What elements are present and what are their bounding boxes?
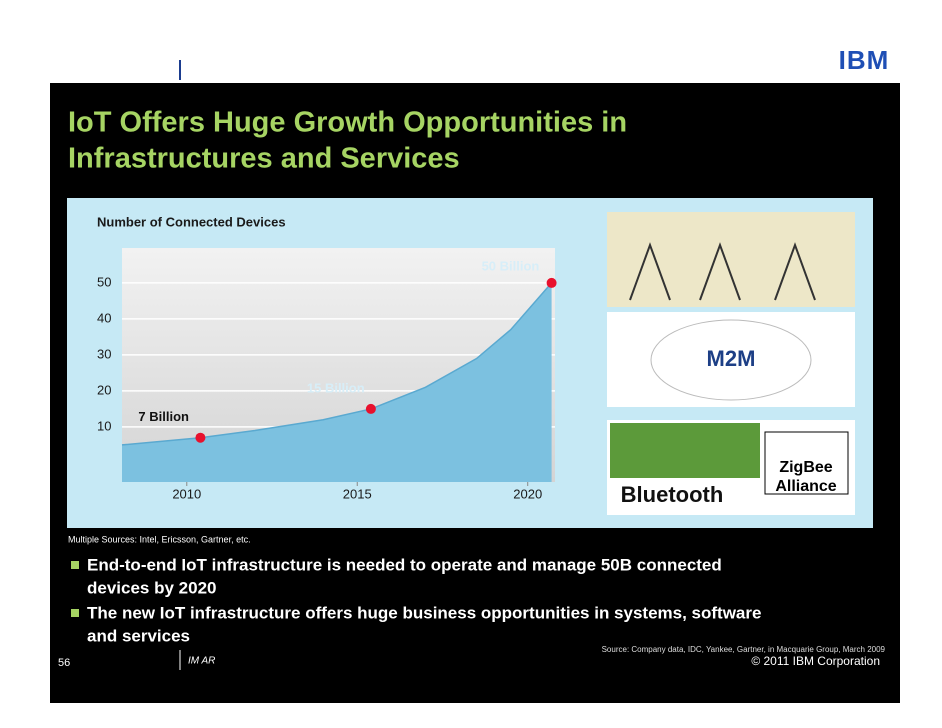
source-note: Source: Company data, IDC, Yankee, Gartn… (602, 645, 886, 654)
m2m-ring (650, 319, 812, 401)
zigbee-label: Alliance (775, 478, 836, 495)
data-label: 15 Billion (307, 380, 365, 395)
chart: 10 20 30 40 50 2010 2015 2020 7 Billion 15 Billio… (97, 258, 557, 501)
y-tick-label: 50 (97, 274, 111, 289)
chart-title: Number of Connected Devices (97, 214, 286, 229)
bullet-marker (71, 561, 79, 569)
y-tick-label: 10 (97, 418, 111, 433)
ibm-logo: IBM (839, 45, 890, 75)
title-line: IoT Offers Huge Growth Opportunities in (68, 107, 627, 139)
x-tick-label: 2020 (513, 486, 542, 501)
bullet-text: End-to-end IoT infrastructure is needed … (87, 555, 722, 574)
chart-source: Multiple Sources: Intel, Ericsson, Gartn… (68, 534, 251, 544)
m2m-image (607, 312, 855, 407)
zigbee-label: ZigBee (779, 459, 832, 476)
page-number: 56 (58, 657, 70, 669)
bluetooth-label: Bluetooth (621, 482, 724, 507)
bullet-text: devices by 2020 (87, 578, 216, 597)
bullet-text: The new IoT infrastructure offers huge b… (87, 603, 761, 622)
x-tick-label: 2010 (172, 486, 201, 501)
m2m-label: M2M (707, 346, 756, 371)
data-label: 50 Billion (482, 258, 540, 273)
data-point (546, 277, 557, 288)
data-point (365, 403, 376, 414)
x-tick-label: 2015 (343, 486, 372, 501)
bullet-marker (71, 609, 79, 617)
pylons (629, 242, 816, 301)
area (122, 282, 552, 482)
y-tick-label: 40 (97, 310, 111, 325)
footer-label: IM AR (188, 656, 215, 667)
y-tick-label: 30 (97, 346, 111, 361)
power-grid-image (607, 212, 855, 307)
title-line: Infrastructures and Services (68, 143, 460, 175)
zigbee-box (764, 431, 849, 495)
data-label: 7 Billion (138, 409, 189, 424)
y-tick-label: 20 (97, 382, 111, 397)
rfid-image (610, 423, 760, 478)
bullet-text: and services (87, 626, 190, 645)
data-point (195, 432, 206, 443)
copyright: © 2011 IBM Corporation (751, 654, 880, 668)
